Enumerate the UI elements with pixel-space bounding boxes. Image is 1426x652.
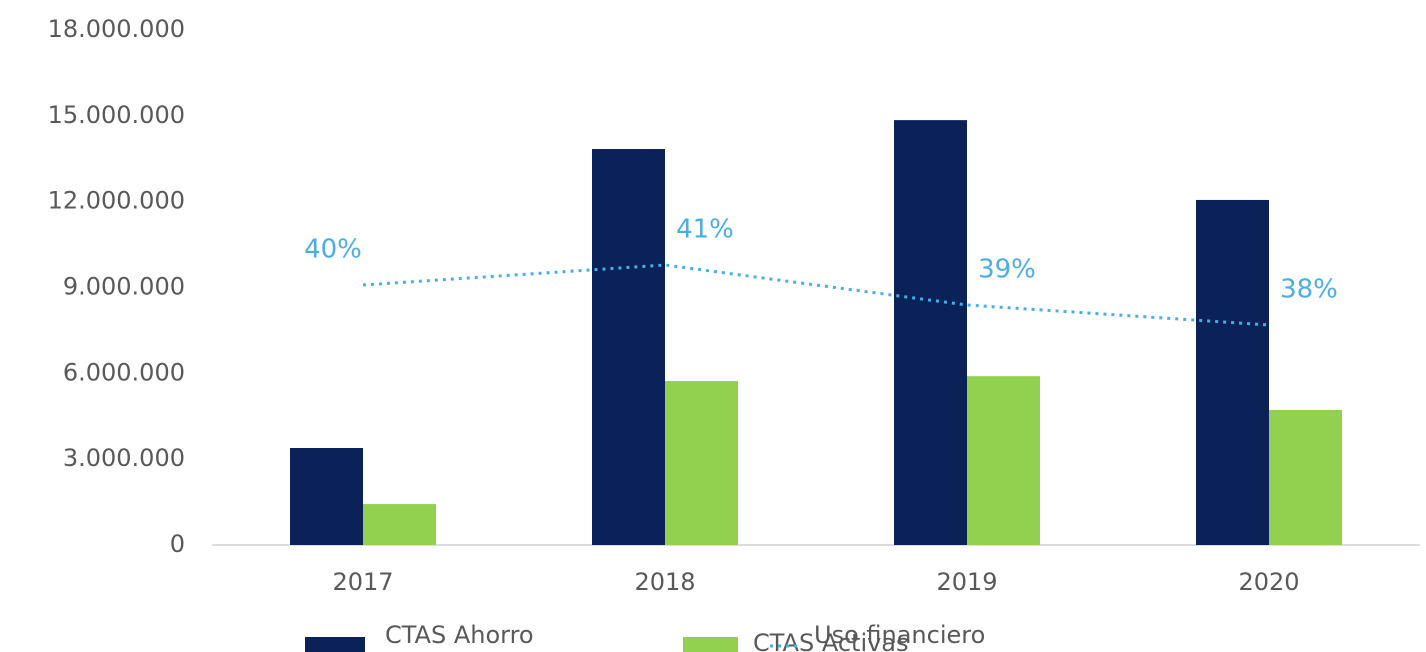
- x-tick-label: 2020: [1238, 568, 1299, 596]
- legend-label: Uso financiero: [814, 621, 985, 649]
- legend-swatch: [305, 637, 365, 652]
- y-tick-label: 3.000.000: [63, 444, 185, 472]
- x-tick-label: 2018: [634, 568, 695, 596]
- x-tick-label: 2017: [332, 568, 393, 596]
- legend-label: CTAS Ahorro: [385, 621, 534, 649]
- legend-swatch: [683, 637, 738, 652]
- data-label: 40%: [304, 235, 362, 265]
- bar: [967, 376, 1040, 545]
- data-label: 39%: [978, 255, 1036, 285]
- y-tick-label: 6.000.000: [63, 358, 185, 386]
- line: [362, 263, 1270, 327]
- y-tick-label: 0: [170, 530, 185, 558]
- bar: [592, 149, 665, 545]
- bar: [363, 504, 436, 545]
- bar: [1269, 409, 1342, 545]
- y-tick-label: 18.000.000: [48, 15, 185, 43]
- legend-label: CTAS Activas: [753, 629, 909, 652]
- x-tick-label: 2019: [936, 568, 997, 596]
- y-tick-label: 12.000.000: [48, 187, 185, 215]
- bar: [665, 381, 738, 545]
- data-label: 38%: [1280, 275, 1338, 305]
- data-label: 41%: [676, 215, 734, 245]
- y-tick-label: 9.000.000: [63, 273, 185, 301]
- y-tick-label: 15.000.000: [48, 101, 185, 129]
- bar: [894, 120, 967, 545]
- bar: [290, 448, 363, 545]
- bar: [1196, 199, 1269, 545]
